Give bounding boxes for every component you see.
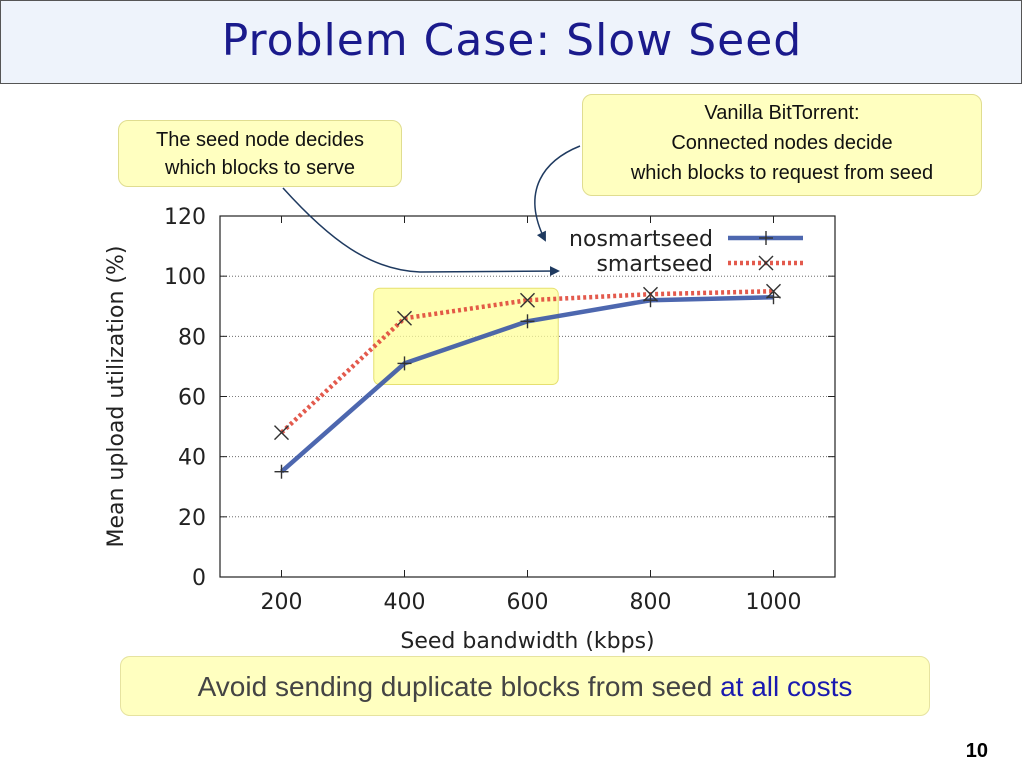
y-tick-label: 100 bbox=[164, 265, 206, 290]
point-smartseed-marker-b bbox=[643, 286, 658, 302]
takeaway-main-text: Avoid sending duplicate blocks from seed bbox=[197, 671, 721, 702]
arrow-vanilla-to-nosmartseed bbox=[534, 145, 581, 242]
y-tick-label: 0 bbox=[192, 566, 206, 591]
y-tick-label: 60 bbox=[178, 386, 206, 411]
point-smartseed-marker-b bbox=[520, 292, 535, 308]
legend-smartseed-marker-b bbox=[758, 255, 774, 271]
y-axis-label: Mean upload utilization (%) bbox=[104, 246, 129, 548]
callout-seed-decides: The seed node decides which blocks to se… bbox=[118, 120, 402, 187]
plot-frame bbox=[219, 215, 836, 578]
callout-vanilla-line-1: Vanilla BitTorrent: bbox=[704, 102, 860, 124]
point-smartseed-marker-b bbox=[397, 310, 412, 326]
x-tick-label: 400 bbox=[384, 590, 426, 615]
callout-seed-line-2: which blocks to serve bbox=[164, 157, 356, 179]
legend-label-smartseed: smartseed bbox=[596, 252, 713, 277]
series-line-smartseed bbox=[279, 288, 774, 435]
page-number: 10 bbox=[965, 740, 988, 762]
takeaway-box: Avoid sending duplicate blocks from seed… bbox=[120, 656, 930, 716]
y-tick-label: 20 bbox=[178, 506, 206, 531]
slide-title: Problem Case: Slow Seed bbox=[221, 15, 803, 66]
title-bar: Problem Case: Slow Seed bbox=[0, 0, 1022, 84]
callout-vanilla-line-3: which blocks to request from seed bbox=[630, 162, 934, 184]
x-tick-label: 1000 bbox=[746, 590, 802, 615]
takeaway-accent-text: at all costs bbox=[720, 671, 853, 702]
x-tick-label: 600 bbox=[507, 590, 549, 615]
arrow-seed-to-smartseed bbox=[282, 187, 560, 277]
y-tick-label: 80 bbox=[178, 325, 206, 350]
x-tick-label: 800 bbox=[630, 590, 672, 615]
x-tick-label: 200 bbox=[261, 590, 303, 615]
point-smartseed-marker-b bbox=[766, 283, 781, 299]
callout-vanilla-bittorrent: Vanilla BitTorrent: Connected nodes deci… bbox=[582, 94, 982, 196]
callout-vanilla-line-2: Connected nodes decide bbox=[671, 132, 893, 154]
point-smartseed-marker-b bbox=[274, 425, 289, 441]
y-tick-label: 120 bbox=[164, 205, 206, 230]
y-tick-label: 40 bbox=[178, 446, 206, 471]
legend-label-nosmartseed: nosmartseed bbox=[569, 227, 713, 252]
callout-seed-line-1: The seed node decides bbox=[156, 129, 364, 151]
chart-layer: 0 20 40 60 80 100 120 200 400 600 800 1000 Seed band… bbox=[104, 205, 836, 654]
x-axis-label: Seed bandwidth (kbps) bbox=[400, 629, 654, 654]
